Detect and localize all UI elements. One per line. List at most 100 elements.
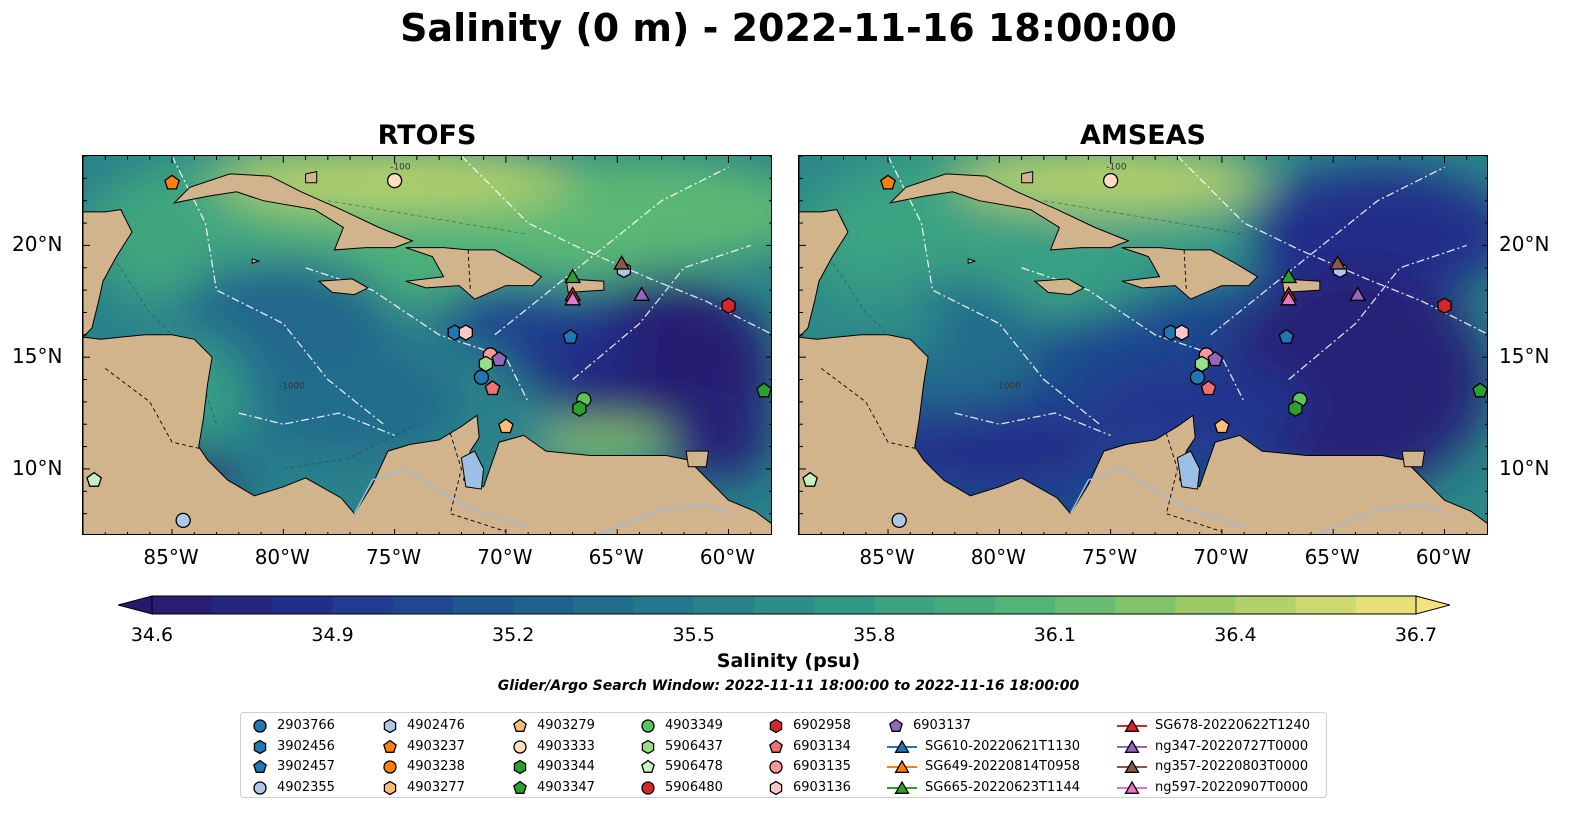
- marker-4903333: [1102, 172, 1119, 189]
- legend-symbol: [769, 780, 783, 795]
- island: [1401, 450, 1426, 468]
- island: [1021, 170, 1034, 184]
- legend-marker: [513, 780, 527, 794]
- contour-label: -1000: [995, 381, 1021, 391]
- mainland: [83, 156, 133, 338]
- legend-label: 4903333: [537, 738, 595, 754]
- colorbar-tick-label: 35.8: [853, 624, 896, 646]
- legend-symbol: [383, 760, 397, 774]
- legend-item: 4902355: [251, 778, 335, 798]
- legend-label: SG665-20220623T1144: [925, 779, 1081, 795]
- country-border: [449, 433, 507, 532]
- marker-4903344: [1288, 400, 1303, 417]
- legend-label: SG649-20220814T0958: [925, 759, 1081, 774]
- marker-ng347-20220727T0000: [633, 286, 651, 301]
- legend-marker: [641, 759, 655, 773]
- legend-label: ng597-20220907T0000: [1155, 779, 1309, 795]
- colorbar-segment: [1355, 596, 1417, 614]
- map-panel-rtofs: -100 -1000: [82, 155, 772, 535]
- legend-item: 3902456: [251, 737, 335, 757]
- colorbar-tick-label: 35.5: [672, 624, 715, 646]
- legend-item: 3902457: [251, 757, 335, 777]
- colorbar-segment: [693, 596, 755, 614]
- legend-item: 4903344: [511, 757, 595, 777]
- legend-marker: [383, 760, 397, 774]
- legend-label: 6903134: [793, 738, 851, 754]
- legend-label: SG678-20220622T1240: [1155, 718, 1311, 733]
- marker-6903137: [1207, 351, 1224, 367]
- panel-title-rtofs: RTOFS: [377, 120, 477, 151]
- island: [1121, 247, 1259, 300]
- salinity-blob: [539, 422, 673, 458]
- legend-symbol: [894, 739, 910, 753]
- legend-label: 4903347: [537, 779, 595, 795]
- legend-item: SG665-20220623T1144: [887, 778, 1080, 798]
- colorbar-segment: [573, 596, 635, 614]
- river: [1069, 468, 1245, 528]
- legend-symbol: [769, 760, 783, 774]
- legend-marker: [253, 780, 267, 795]
- map-svg-amseas: -100 -1000: [799, 156, 1487, 534]
- legend-item: 4903333: [511, 737, 595, 757]
- legend-label: ng347-20220727T0000: [1155, 738, 1309, 754]
- island: [405, 247, 543, 300]
- legend-label: 3902457: [277, 759, 335, 774]
- marker-4903347: [756, 382, 771, 398]
- salinity-blob: [1088, 361, 1311, 452]
- country-border: [1165, 433, 1223, 532]
- colorbar-segment: [272, 596, 334, 614]
- legend-item: 4903238: [381, 757, 465, 777]
- marker-4903333: [386, 172, 403, 189]
- legend-item: ng597-20220907T0000: [1117, 778, 1308, 798]
- x-tick-label: 60°W: [699, 545, 756, 569]
- legend-symbol: [641, 780, 655, 795]
- x-tick-label: 65°W: [588, 545, 644, 569]
- map-svg-rtofs: -100 -1000: [83, 156, 771, 534]
- marker-3902457: [1278, 328, 1295, 344]
- marker-4903279: [498, 418, 514, 434]
- legend-label: 5906478: [665, 759, 723, 774]
- legend-marker: [1117, 759, 1147, 773]
- legend-marker: [1117, 739, 1147, 753]
- marker-5906437: [478, 355, 494, 373]
- y-tick-label-right: 20°N: [1499, 232, 1550, 257]
- legend-marker: [769, 739, 783, 753]
- legend-symbol: [1124, 718, 1140, 732]
- colorbar-segment: [1054, 596, 1116, 614]
- legend-symbol: [641, 759, 655, 773]
- legend-item: 6903136: [767, 778, 851, 798]
- marker-4903237: [164, 174, 180, 190]
- eez-boundary: [954, 412, 1111, 437]
- colorbar-extend-low: [118, 595, 153, 615]
- legend-label: 6903135: [793, 759, 851, 774]
- marker-5906437: [1194, 355, 1210, 373]
- y-tick-label-left: 15°N: [12, 344, 63, 369]
- legend-item: 5906437: [639, 737, 723, 757]
- x-tick-label: 60°W: [1415, 545, 1472, 569]
- legend-item: 6903135: [767, 757, 851, 777]
- river: [353, 468, 529, 528]
- legend-marker: [641, 780, 655, 795]
- legend-symbol: [513, 780, 527, 794]
- colorbar-label: Salinity (psu): [716, 650, 861, 672]
- legend-label: 5906437: [665, 738, 723, 754]
- legend-label: 4902355: [277, 779, 335, 795]
- frame-ticks: [799, 156, 1487, 534]
- x-tick-label: 70°W: [477, 545, 533, 569]
- legend-item: 4903349: [639, 716, 723, 736]
- legend-marker: [641, 719, 655, 733]
- contour-label: -100: [390, 162, 411, 172]
- marker-6902958: [721, 297, 736, 315]
- legend-label: 4903344: [537, 759, 595, 774]
- legend-label: 4903237: [407, 738, 465, 754]
- legend-label: 4903349: [665, 718, 723, 733]
- island: [305, 170, 318, 184]
- legend-label: 4903238: [407, 759, 465, 774]
- legend-symbol: [894, 759, 910, 773]
- marker-4902355: [891, 512, 907, 529]
- marker-6903136: [458, 324, 473, 341]
- colorbar-frame: [151, 595, 1417, 615]
- legend-item: 4903279: [511, 716, 595, 736]
- colorbar-segment: [513, 596, 574, 614]
- marker-2903766: [473, 369, 490, 385]
